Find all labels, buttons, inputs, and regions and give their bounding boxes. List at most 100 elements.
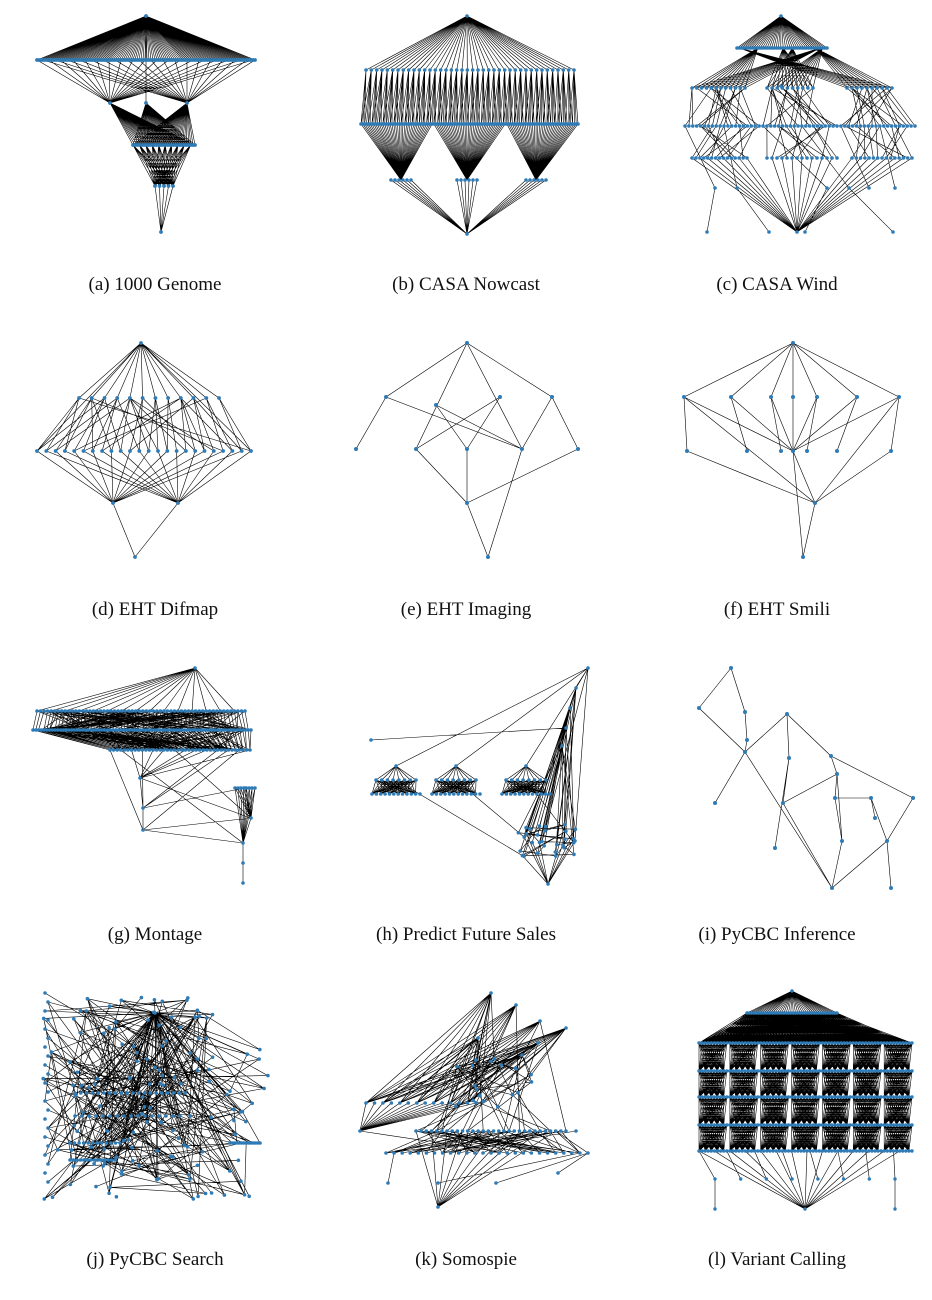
node xyxy=(225,709,230,713)
node xyxy=(851,1095,855,1099)
node xyxy=(89,1158,93,1162)
node xyxy=(869,796,873,800)
node xyxy=(762,1123,766,1127)
node xyxy=(78,1030,82,1035)
node xyxy=(836,1069,840,1073)
node xyxy=(68,1158,72,1162)
node xyxy=(800,124,804,128)
node xyxy=(866,124,870,128)
node xyxy=(77,396,81,400)
node xyxy=(779,449,783,453)
node xyxy=(58,728,63,732)
node xyxy=(858,124,863,128)
node xyxy=(114,1155,119,1159)
node xyxy=(81,709,85,713)
node xyxy=(734,1069,738,1073)
node xyxy=(120,1042,124,1047)
node xyxy=(497,68,502,72)
node xyxy=(195,1163,200,1168)
node xyxy=(460,1129,465,1133)
node xyxy=(901,1041,905,1045)
node xyxy=(830,1123,834,1127)
node xyxy=(50,728,55,732)
node xyxy=(211,449,216,453)
node xyxy=(161,1083,165,1087)
node xyxy=(715,1041,720,1045)
node xyxy=(811,1095,815,1099)
node xyxy=(786,1041,791,1045)
node xyxy=(228,1089,232,1093)
node xyxy=(102,728,107,732)
caption-eht-imaging: (e) EHT Imaging xyxy=(400,599,532,620)
node xyxy=(95,1076,100,1081)
node xyxy=(148,1106,152,1110)
node xyxy=(718,1041,723,1045)
node xyxy=(570,1151,574,1155)
node xyxy=(465,792,469,796)
node xyxy=(144,709,149,713)
node xyxy=(830,1095,834,1099)
node xyxy=(789,1123,794,1127)
node xyxy=(125,1091,129,1095)
node xyxy=(75,728,79,732)
node xyxy=(155,1149,159,1153)
node xyxy=(848,1149,852,1153)
node xyxy=(141,728,146,732)
node xyxy=(136,728,140,732)
node xyxy=(64,728,68,732)
node xyxy=(169,709,173,713)
node xyxy=(842,1041,846,1045)
node xyxy=(102,1158,107,1162)
node xyxy=(195,1057,199,1061)
node xyxy=(876,1149,880,1153)
node xyxy=(811,86,815,90)
node xyxy=(854,1123,859,1127)
node xyxy=(712,1041,717,1045)
node xyxy=(793,1123,797,1127)
node xyxy=(893,156,897,160)
node xyxy=(700,1041,704,1045)
node xyxy=(130,1158,135,1163)
node xyxy=(107,1026,111,1030)
node xyxy=(85,996,90,1001)
node xyxy=(119,1091,124,1095)
graph-variant-calling xyxy=(697,989,914,1211)
node xyxy=(468,778,473,782)
node xyxy=(743,86,747,90)
node xyxy=(180,728,184,732)
node xyxy=(729,156,734,160)
node xyxy=(423,1101,427,1105)
node xyxy=(71,1083,75,1087)
node xyxy=(777,1095,781,1099)
node xyxy=(888,1041,893,1045)
node xyxy=(89,1145,94,1149)
node xyxy=(467,178,471,182)
node xyxy=(384,395,388,399)
node xyxy=(184,449,188,453)
node xyxy=(486,555,490,559)
node xyxy=(236,709,240,713)
node xyxy=(839,124,843,128)
node xyxy=(845,1095,849,1099)
node xyxy=(788,124,793,128)
node xyxy=(793,1149,797,1153)
node xyxy=(233,786,237,790)
node xyxy=(867,1149,871,1153)
node xyxy=(160,1091,164,1095)
node xyxy=(817,1041,822,1045)
node xyxy=(749,1095,754,1099)
node xyxy=(851,1149,855,1153)
node xyxy=(475,178,479,182)
node xyxy=(860,1069,865,1073)
node xyxy=(494,1181,498,1185)
node xyxy=(162,184,166,188)
node xyxy=(52,709,57,713)
node xyxy=(474,1058,478,1062)
node xyxy=(151,709,156,713)
node xyxy=(796,1149,800,1153)
node xyxy=(223,748,227,752)
node xyxy=(114,728,118,732)
node xyxy=(795,86,800,90)
node xyxy=(722,1123,726,1127)
node xyxy=(178,1114,182,1118)
